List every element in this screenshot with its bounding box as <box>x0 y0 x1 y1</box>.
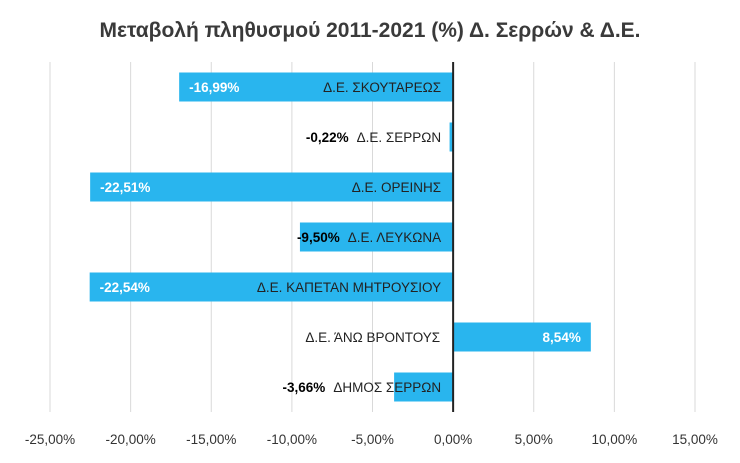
x-tick-label: 0,00% <box>434 432 472 447</box>
x-tick-label: -5,00% <box>351 432 394 447</box>
bar <box>453 322 591 352</box>
x-tick-label: -20,00% <box>105 432 155 447</box>
data-label: -16,99% <box>189 80 239 95</box>
bar <box>299 222 454 252</box>
category-label: Δ.Ε. ΣΕΡΡΩΝ <box>357 130 441 145</box>
category-label: Δ.Ε. ΟΡΕΙΝΗΣ <box>352 180 441 195</box>
x-tick-label: -10,00% <box>267 432 317 447</box>
x-tick-label: 10,00% <box>591 432 637 447</box>
bar <box>90 172 454 202</box>
data-label: -22,54% <box>100 280 150 295</box>
category-label: ΔΗΜΟΣ ΣΕΡΡΩΝ <box>333 380 441 395</box>
x-tick-label: -25,00% <box>25 432 75 447</box>
data-label: -0,22% <box>306 130 349 145</box>
bar <box>394 372 454 402</box>
data-label: 8,54% <box>543 330 581 345</box>
data-label: -9,50% <box>297 230 340 245</box>
chart-title: Μεταβολή πληθυσμού 2011-2021 (%) Δ. Σερρ… <box>100 19 641 42</box>
x-axis: -25,00% -20,00% -15,00% -10,00% -5,00% 0,00% 5… <box>25 62 718 447</box>
category-label: Δ.Ε. ΆΝΩ ΒΡΟΝΤΟΥΣ <box>305 330 440 345</box>
category-label: Δ.Ε. ΣΚΟΥΤΑΡΕΩΣ <box>323 80 441 95</box>
category-label: Δ.Ε. ΛΕΥΚΩΝΑ <box>348 230 441 245</box>
labels: Δ.Ε. ΣΚΟΥΤΑΡΕΩΣ -16,99% Δ.Ε. ΣΕΡΡΩΝ -0,22% Δ… <box>100 80 581 395</box>
x-tick-label: 5,00% <box>515 432 553 447</box>
bar <box>89 272 454 302</box>
bar <box>449 122 454 152</box>
bars <box>89 72 591 402</box>
data-label: -3,66% <box>283 380 326 395</box>
bar <box>179 72 454 102</box>
x-tick-label: -15,00% <box>186 432 236 447</box>
data-label: -22,51% <box>100 180 150 195</box>
category-label: Δ.Ε. ΚΑΠΕΤΑΝ ΜΗΤΡΟΥΣΙΟΥ <box>257 280 441 295</box>
x-tick-label: 15,00% <box>672 432 718 447</box>
